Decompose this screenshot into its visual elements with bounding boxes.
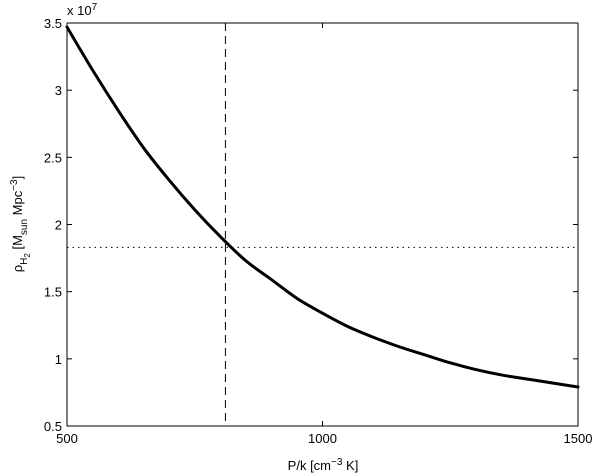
y-label-msun-sub: sun xyxy=(19,219,30,235)
reference-lines xyxy=(67,23,578,426)
x-tick-label: 1000 xyxy=(308,431,337,446)
axis-ticks: 500 1000 1500 0.5 1 1.5 2 2.5 3 3.5 xyxy=(44,16,593,446)
y-tick-label: 3.5 xyxy=(44,16,62,31)
y-tick-label: 1 xyxy=(55,352,62,367)
x-tick-label: 500 xyxy=(56,431,78,446)
y-axis-label: ρH2 [Msun Mpc−3] xyxy=(9,176,32,272)
x-tick-label: 1500 xyxy=(564,431,593,446)
y-tick-label: 2.5 xyxy=(44,150,62,165)
y-tick-label: 3 xyxy=(55,83,62,98)
x-axis-label-tail: K] xyxy=(342,458,358,473)
y-multiplier-exponent: 7 xyxy=(92,2,98,13)
y-label-mpc: Mpc xyxy=(10,190,25,219)
x-axis-label-base: P/k [cm xyxy=(288,458,331,473)
y-label-bracket: [M xyxy=(10,235,25,253)
y-multiplier-label: x 107 xyxy=(67,2,98,18)
y-label-rho: ρ xyxy=(10,265,25,272)
x-axis-label-exponent: −3 xyxy=(331,457,343,468)
plot-area xyxy=(66,22,579,427)
y-label-close: ] xyxy=(10,176,25,180)
x-axis-label: P/k [cm−3 K] xyxy=(288,457,359,473)
y-tick-label: 1.5 xyxy=(44,285,62,300)
y-label-rho-sub: H xyxy=(19,258,30,265)
y-multiplier-base: x 10 xyxy=(67,3,92,18)
series-line xyxy=(65,25,580,389)
y-label-mpc-sup: −3 xyxy=(9,179,20,191)
y-tick-label: 2 xyxy=(55,218,62,233)
y-label-rho-subsub: 2 xyxy=(23,253,32,258)
y-tick-label: 0.5 xyxy=(44,419,62,434)
